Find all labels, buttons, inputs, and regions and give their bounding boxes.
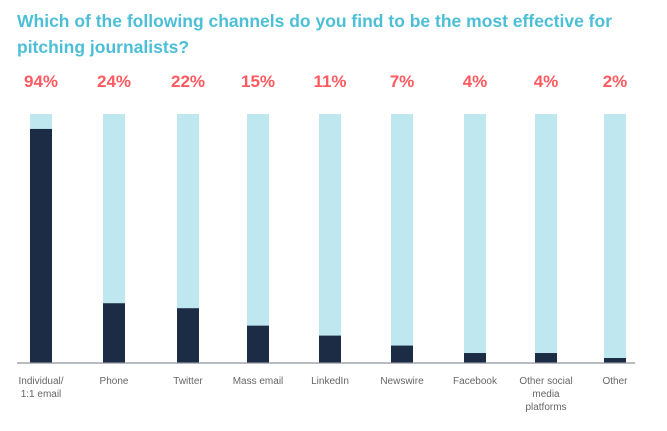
bar-background <box>247 114 269 363</box>
bar <box>535 353 557 363</box>
bar <box>30 128 52 363</box>
bar <box>391 345 413 363</box>
x-tick-label: Other social media platforms <box>519 376 572 413</box>
x-tick-label: Other <box>602 376 628 387</box>
data-label: 4% <box>534 72 559 91</box>
data-label: 2% <box>603 72 628 91</box>
data-label: 24% <box>97 72 131 91</box>
bar <box>604 358 626 363</box>
bar-background <box>177 114 199 363</box>
chart-title: Which of the following channels do you f… <box>17 11 613 57</box>
x-tick-label: Newswire <box>380 376 424 387</box>
x-tick-label: Mass email <box>233 376 284 387</box>
bar-background <box>604 114 626 363</box>
bar-background <box>391 114 413 363</box>
data-label: 22% <box>171 72 205 91</box>
bar-background <box>319 114 341 363</box>
bar <box>319 335 341 363</box>
bar <box>177 308 199 363</box>
bar <box>103 303 125 363</box>
data-label: 11% <box>313 72 346 91</box>
data-label: 4% <box>463 72 488 91</box>
x-tick-label: LinkedIn <box>311 376 349 387</box>
x-tick-label: Individual/1:1 email <box>18 376 63 400</box>
x-tick-label: Facebook <box>453 376 498 387</box>
data-label: 15% <box>241 72 275 91</box>
data-label: 7% <box>390 72 415 91</box>
bar <box>247 325 269 363</box>
bar-background <box>103 114 125 363</box>
x-tick-label: Twitter <box>173 376 203 387</box>
bar-background <box>464 114 486 363</box>
x-tick-label: Phone <box>100 376 129 387</box>
data-label: 94% <box>24 72 58 91</box>
bar <box>464 353 486 363</box>
bar-background <box>535 114 557 363</box>
